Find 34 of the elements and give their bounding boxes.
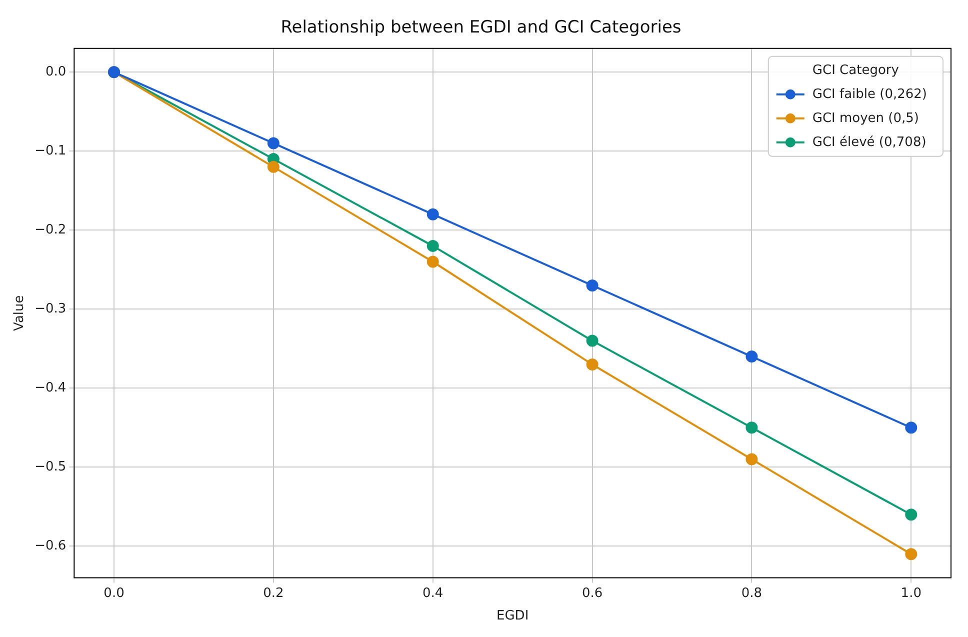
legend-title: GCI Category: [812, 62, 900, 78]
point: [905, 508, 918, 521]
point: [746, 453, 758, 466]
y-tick-label: −0.5: [34, 460, 66, 475]
point: [267, 137, 280, 150]
point: [746, 422, 758, 434]
legend-label: GCI moyen (0,5): [812, 110, 919, 126]
point: [905, 422, 918, 434]
chart-title: Relationship between EGDI and GCI Categories: [280, 18, 682, 38]
point: [426, 208, 439, 220]
x-tick-label: 0.4: [422, 586, 444, 601]
y-tick-label: −0.6: [34, 538, 66, 554]
point: [426, 256, 439, 268]
x-tick-label: 0.0: [104, 586, 124, 601]
x-tick-label: 0.6: [582, 586, 603, 601]
y-tick-label: 0.0: [45, 64, 66, 80]
point: [586, 358, 598, 370]
point: [426, 240, 439, 252]
legend-label: GCI faible (0,262): [812, 86, 928, 102]
x-tick-label: 0.8: [741, 586, 762, 601]
y-tick-label: −0.3: [34, 302, 66, 317]
y-tick-label: −0.4: [34, 380, 66, 396]
y-tick-label: −0.2: [34, 222, 66, 238]
y-axis-title: Value: [12, 295, 28, 331]
point: [905, 548, 918, 560]
point: [267, 160, 280, 173]
x-tick-label: 0.2: [263, 586, 284, 601]
y-tick-label: −0.1: [34, 143, 66, 158]
point: [586, 279, 598, 292]
point: [586, 334, 598, 347]
x-axis-title: EGDI: [496, 608, 529, 624]
legend-label: GCI élevé (0,708): [812, 134, 926, 150]
x-tick-label: 1.0: [900, 586, 922, 601]
point: [746, 350, 758, 363]
